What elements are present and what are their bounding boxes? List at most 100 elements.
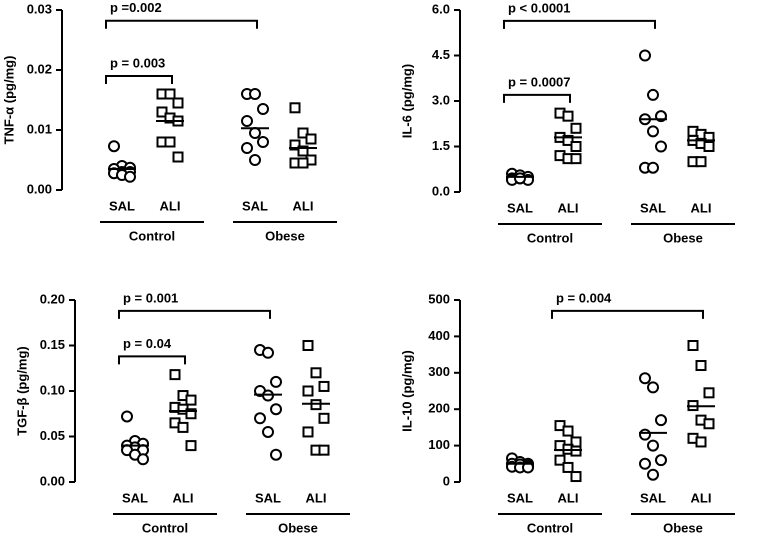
data-point <box>270 403 282 416</box>
group-label: Obese <box>663 230 703 245</box>
x-tick-label: SAL <box>255 490 281 505</box>
data-point <box>257 136 269 148</box>
data-point <box>289 102 301 114</box>
x-tick-label: ALI <box>691 490 712 505</box>
data-point <box>695 360 707 372</box>
data-point <box>695 436 707 448</box>
significance-bracket <box>118 355 186 365</box>
data-point <box>639 428 651 441</box>
data-point <box>257 103 269 115</box>
group-label: Control <box>142 520 188 535</box>
significance-label: p = 0.04 <box>123 336 172 351</box>
data-point <box>302 426 314 438</box>
x-tick-label: ALI <box>558 490 579 505</box>
data-point <box>647 468 659 481</box>
significance-bracket <box>118 309 271 319</box>
data-point <box>172 151 184 163</box>
y-axis-title: IL-6 (pg/mg) <box>399 64 414 138</box>
group-label: Control <box>129 228 175 243</box>
data-point <box>262 346 274 359</box>
data-point <box>297 145 309 157</box>
y-tick-label: 0.05 <box>40 428 65 443</box>
y-axis-title: TGF-β (pg/mg) <box>14 346 29 436</box>
x-tick-label: SAL <box>507 490 533 505</box>
x-tick-label: SAL <box>242 198 268 213</box>
data-point <box>124 170 136 183</box>
significance-bracket <box>105 75 173 84</box>
group-label: Obese <box>663 520 703 535</box>
y-tick-label: 200 <box>428 401 450 416</box>
x-tick-label: ALI <box>691 200 712 215</box>
data-point <box>655 414 667 427</box>
x-tick-label: SAL <box>640 200 666 215</box>
data-point <box>164 136 176 148</box>
x-tick-label: ALI <box>293 198 314 213</box>
data-point <box>254 412 266 425</box>
data-point <box>639 49 651 62</box>
data-point <box>655 140 667 153</box>
y-tick-label: 3.0 <box>432 92 450 107</box>
y-tick-label: 0.01 <box>27 121 52 136</box>
data-point <box>305 133 317 145</box>
y-tick-label: 1.5 <box>432 138 450 153</box>
data-point <box>687 340 699 351</box>
data-point <box>270 375 282 388</box>
data-point <box>570 153 582 165</box>
y-tick-label: 400 <box>428 328 450 343</box>
data-point <box>647 439 659 452</box>
data-point <box>289 139 301 151</box>
y-axis-title: IL-10 (pg/mg) <box>399 350 414 432</box>
x-tick-label: ALI <box>558 200 579 215</box>
data-point <box>522 461 534 474</box>
data-point <box>137 453 149 466</box>
data-point <box>647 381 659 394</box>
data-point <box>172 97 184 109</box>
data-point <box>647 161 659 174</box>
y-tick-label: 6.0 <box>432 1 450 16</box>
y-tick-label: 300 <box>428 364 450 379</box>
data-point <box>318 412 330 424</box>
data-point <box>302 385 314 397</box>
significance-label: p = 0.0007 <box>508 74 571 89</box>
data-point <box>514 172 526 185</box>
data-point <box>297 127 309 139</box>
data-point <box>297 157 309 169</box>
x-tick-label: ALI <box>160 198 181 213</box>
data-point <box>270 448 282 461</box>
y-tick-label: 0.20 <box>40 291 65 306</box>
data-point <box>562 425 574 437</box>
data-point <box>655 454 667 467</box>
data-point <box>302 340 314 351</box>
data-point <box>185 408 197 420</box>
significance-label: p = 0.004 <box>556 290 612 305</box>
data-point <box>570 141 582 152</box>
y-axis-title: TNF-α (pg/mg) <box>1 56 16 145</box>
significance-bracket <box>105 19 258 29</box>
data-point <box>108 140 120 153</box>
data-point <box>647 88 659 101</box>
data-point <box>570 122 582 134</box>
data-point <box>695 156 707 168</box>
group-label: Control <box>527 520 573 535</box>
significance-bracket <box>551 309 704 319</box>
group-label: Obese <box>278 520 318 535</box>
data-point <box>310 367 322 379</box>
y-tick-label: 0.00 <box>40 473 65 488</box>
data-point <box>570 445 582 457</box>
data-point <box>639 372 651 385</box>
significance-bracket <box>503 19 656 29</box>
y-tick-label: 0.0 <box>432 183 450 198</box>
data-point <box>121 410 133 423</box>
significance-label: p < 0.0001 <box>508 0 571 15</box>
data-point <box>562 461 574 473</box>
x-tick-label: SAL <box>507 200 533 215</box>
data-point <box>647 125 659 138</box>
data-point <box>562 110 574 122</box>
data-point <box>262 425 274 438</box>
data-point <box>241 142 253 154</box>
x-tick-label: ALI <box>306 490 327 505</box>
x-tick-label: SAL <box>640 490 666 505</box>
y-tick-label: 0 <box>443 473 450 488</box>
data-point <box>249 127 261 139</box>
